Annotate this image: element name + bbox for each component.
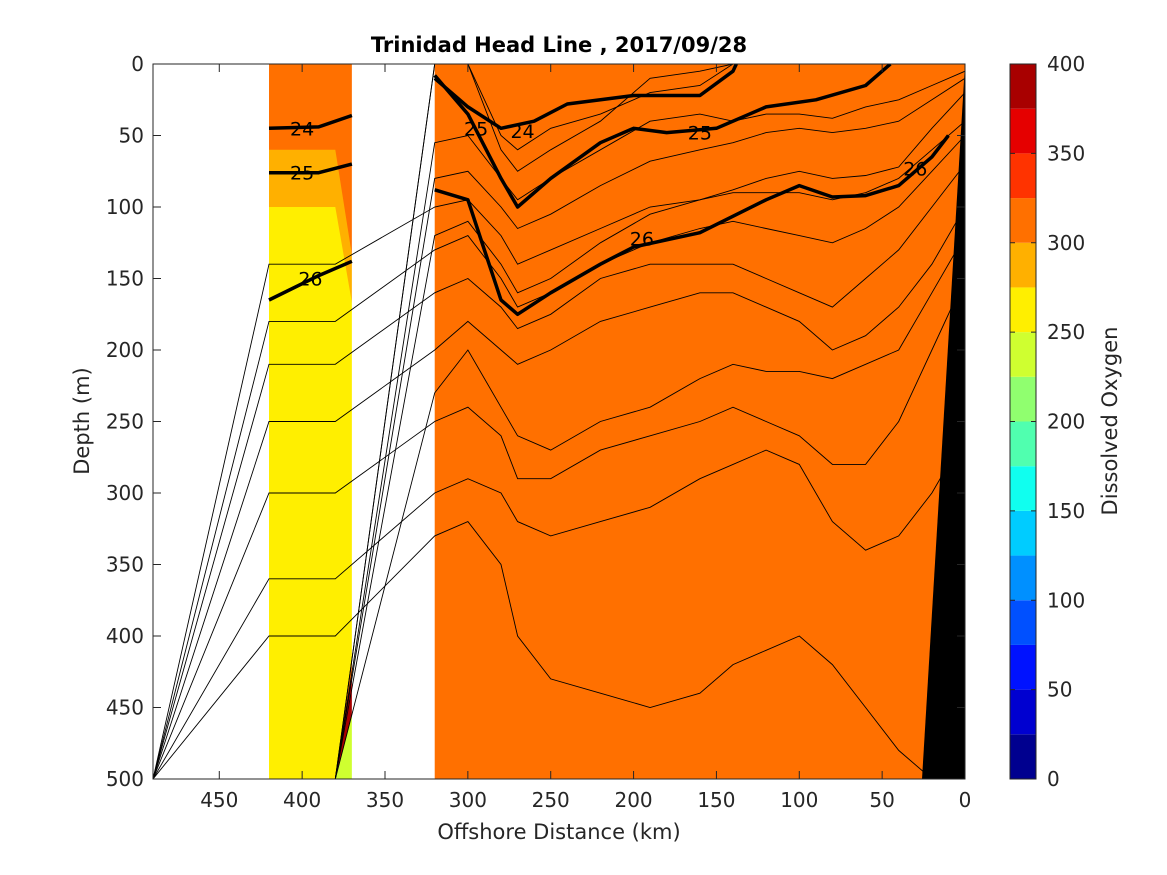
y-tick-label: 250 xyxy=(106,410,144,434)
colorbar-swatch xyxy=(1010,689,1036,735)
colorbar-tick-label: 350 xyxy=(1047,141,1085,165)
contour-label: 26 xyxy=(630,228,654,250)
x-tick-label: 150 xyxy=(697,788,735,812)
colorbar-swatch xyxy=(1010,376,1036,422)
colorbar-swatch xyxy=(1010,555,1036,601)
oxygen-contour-line xyxy=(153,64,965,779)
oxygen-contour-line xyxy=(153,235,965,779)
contour-label: 25 xyxy=(290,163,314,185)
x-tick-label: 100 xyxy=(780,788,818,812)
x-axis-label: Offshore Distance (km) xyxy=(437,820,680,844)
y-tick-label: 350 xyxy=(106,553,144,577)
colorbar-tick-label: 300 xyxy=(1047,231,1085,255)
y-tick-label: 50 xyxy=(119,124,144,148)
colorbar-swatch xyxy=(1010,466,1036,511)
oxygen-contour-line xyxy=(153,206,965,779)
x-tick-label: 0 xyxy=(959,788,972,812)
oxygen-contour-line xyxy=(153,521,965,779)
y-tick-label: 450 xyxy=(106,696,144,720)
contour-label: 25 xyxy=(464,118,488,140)
isopycnal-26 xyxy=(268,259,353,302)
isopycnal-24 xyxy=(268,113,353,131)
y-tick-label: 0 xyxy=(131,52,144,76)
contour-label: 26 xyxy=(903,158,927,180)
colorbar-swatch xyxy=(1010,644,1036,690)
colorbar-tick-label: 250 xyxy=(1047,320,1085,344)
colorbar-swatch xyxy=(1010,242,1036,288)
oxygen-contour-line xyxy=(153,163,965,779)
colorbar-tick-label: 400 xyxy=(1047,52,1085,76)
y-axis-label: Depth (m) xyxy=(70,367,94,474)
x-tick-label: 50 xyxy=(869,788,894,812)
contour-labels: 24 25 26 24 25 25 26 26 xyxy=(290,118,927,290)
isopycnal-25 xyxy=(269,162,353,175)
colorbar-swatch xyxy=(1010,600,1036,645)
seafloor-mask xyxy=(922,64,965,779)
y-tick-label: 400 xyxy=(106,624,144,648)
colorbar xyxy=(1010,64,1036,779)
x-tick-label: 200 xyxy=(614,788,652,812)
y-tick-label: 100 xyxy=(106,195,144,219)
oxygen-contour-line xyxy=(153,120,965,779)
data-gap xyxy=(153,64,269,779)
plot-area: 24 25 26 24 25 25 26 26 xyxy=(153,64,965,779)
colorbar-tick-label: 50 xyxy=(1047,678,1072,702)
colorbar-tick-label: 200 xyxy=(1047,410,1085,434)
oxygen-contour-line xyxy=(153,278,965,779)
y-tick-label: 200 xyxy=(106,338,144,362)
colorbar-tick-label: 150 xyxy=(1047,499,1085,523)
colorbar-label: Dissolved Oxygen xyxy=(1098,327,1122,516)
isopycnal-26 xyxy=(434,134,950,317)
colorbar-swatch xyxy=(1010,510,1036,556)
isopycnal-24 xyxy=(433,64,738,131)
contour-label: 24 xyxy=(510,121,534,143)
y-axis-ticks: 0 50 100 150 200 250 300 350 400 450 500 xyxy=(106,52,965,791)
colorbar-tick-label: 100 xyxy=(1047,588,1085,612)
oxygen-contour-line xyxy=(153,70,965,779)
colorbar-swatch xyxy=(1010,108,1036,154)
oxygen-contour-line xyxy=(153,435,965,779)
y-tick-label: 150 xyxy=(106,267,144,291)
y-tick-label: 300 xyxy=(106,481,144,505)
data-gap xyxy=(351,64,435,779)
x-tick-label: 450 xyxy=(200,788,238,812)
x-tick-label: 350 xyxy=(366,788,404,812)
colorbar-tick-label: 0 xyxy=(1047,767,1060,791)
colorbar-ticks: 0 50 100 150 200 250 300 350 400 xyxy=(1010,52,1085,791)
x-tick-label: 400 xyxy=(283,788,321,812)
colorbar-swatch xyxy=(1010,198,1036,243)
colorbar-swatch xyxy=(1010,734,1036,779)
colorbar-swatch xyxy=(1010,153,1036,199)
x-tick-label: 250 xyxy=(532,788,570,812)
y-tick-label: 500 xyxy=(106,767,144,791)
isopycnal-contours xyxy=(153,64,965,779)
x-axis-ticks: 450 400 350 300 250 200 150 100 50 0 xyxy=(200,64,971,812)
colorbar-swatch xyxy=(1010,332,1036,377)
oxygen-contour-line xyxy=(153,92,965,779)
contour-label: 25 xyxy=(688,123,712,145)
oxygen-contour-line xyxy=(153,77,965,779)
oxygen-contour-line xyxy=(153,64,965,779)
x-tick-label: 300 xyxy=(449,788,487,812)
colorbar-swatch xyxy=(1010,421,1036,467)
oxygen-contour-line xyxy=(153,135,965,779)
colorbar-swatch xyxy=(1010,287,1036,333)
colorbar-swatch xyxy=(1010,64,1036,109)
contour-label: 24 xyxy=(290,118,314,140)
contour-label: 26 xyxy=(298,269,322,291)
chart-title: Trinidad Head Line , 2017/09/28 xyxy=(371,33,747,57)
